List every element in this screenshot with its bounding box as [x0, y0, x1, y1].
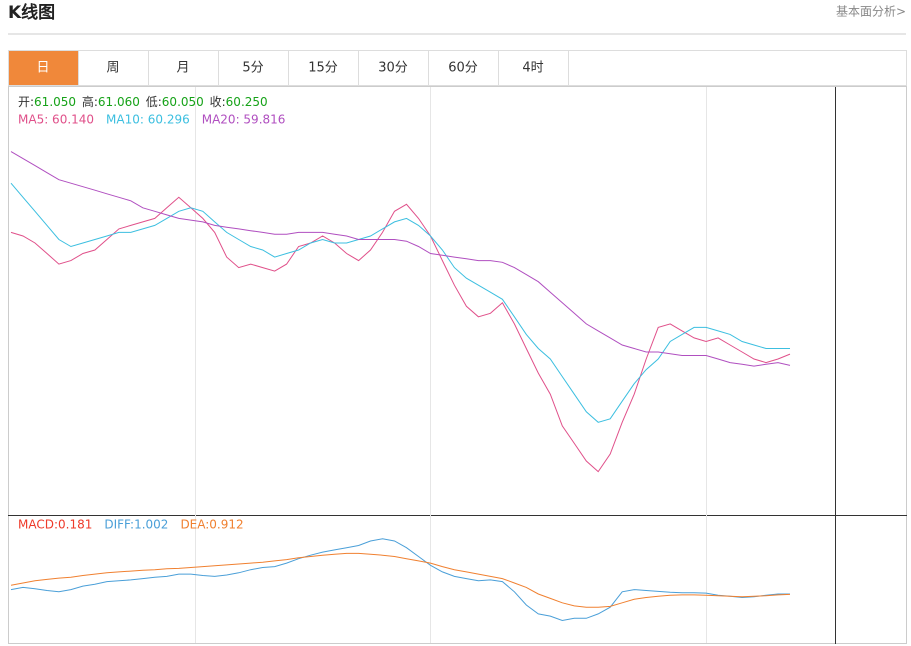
- info-label: 收:: [210, 95, 226, 109]
- info-value: 60.250: [226, 95, 268, 109]
- info-label: 开:: [18, 95, 34, 109]
- tab-label[interactable]: 4时: [522, 61, 543, 76]
- ohlc-info: 开:61.050 高:61.060 低:60.050 收:60.250: [18, 94, 268, 109]
- analysis-link[interactable]: 基本面分析>: [836, 5, 906, 19]
- ma-line: [10, 196, 791, 473]
- tab-label[interactable]: 60分: [448, 61, 478, 76]
- ma-line: [10, 182, 790, 423]
- legend-entry: DIFF:1.002: [104, 518, 168, 532]
- info-value: 61.050: [34, 95, 76, 109]
- tab-label[interactable]: 15分: [308, 61, 338, 76]
- tab-label[interactable]: 月: [176, 61, 189, 76]
- info-label: 低:: [146, 95, 162, 109]
- tab[interactable]: [8, 50, 79, 86]
- info-value: 61.060: [98, 95, 140, 109]
- legend-entry: MA20: 59.816: [202, 113, 286, 127]
- page-title: K线图: [8, 2, 55, 23]
- legend-entry: MACD:0.181: [18, 518, 92, 532]
- tab-label[interactable]: 30分: [378, 61, 408, 76]
- legend-entry: MA5: 60.140: [18, 113, 94, 127]
- tab-label[interactable]: 周: [106, 61, 119, 76]
- info-label: 高:: [82, 94, 98, 109]
- macd-line: [10, 538, 790, 622]
- legend-entry: MA10: 60.296: [106, 113, 190, 127]
- tab[interactable]: [498, 50, 569, 86]
- tab[interactable]: [288, 50, 359, 86]
- macd-line: [10, 552, 791, 608]
- tab-label[interactable]: 5分: [242, 61, 263, 76]
- legend-entry: DEA:0.912: [180, 518, 243, 532]
- ma-line: [10, 151, 791, 367]
- chart-frame: [8, 86, 907, 644]
- info-value: 60.050: [162, 95, 204, 109]
- tab[interactable]: [78, 50, 149, 86]
- tab-label[interactable]: 日: [36, 61, 49, 76]
